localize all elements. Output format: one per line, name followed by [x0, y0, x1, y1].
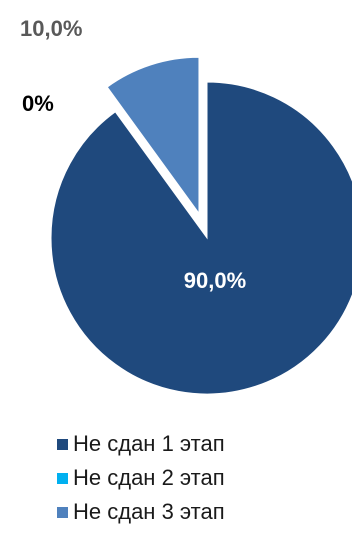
legend-item-stage-1: Не сдан 1 этап — [57, 427, 225, 461]
legend-item-stage-3: Не сдан 3 этап — [57, 495, 225, 529]
legend-label-stage-2: Не сдан 2 этап — [73, 465, 225, 490]
legend-item-stage-2: Не сдан 2 этап — [57, 461, 225, 495]
legend-label-stage-1: Не сдан 1 этап — [73, 431, 225, 456]
legend-label-stage-3: Не сдан 3 этап — [73, 499, 225, 524]
legend-swatch-stage-1 — [57, 438, 68, 450]
pie-chart: 90,0% 0% 10,0% — [20, 16, 352, 395]
legend-swatch-stage-2 — [57, 472, 68, 484]
data-label-stage-2: 0% — [22, 91, 54, 116]
legend-swatch-stage-3 — [57, 506, 68, 518]
pie-slice-stage-1 — [50, 81, 352, 395]
data-label-stage-1: 90,0% — [184, 268, 246, 293]
data-label-stage-3: 10,0% — [20, 16, 82, 41]
legend: Не сдан 1 этап Не сдан 2 этап Не сдан 3 … — [57, 427, 225, 529]
pie-slice-stage-3 — [106, 56, 200, 215]
